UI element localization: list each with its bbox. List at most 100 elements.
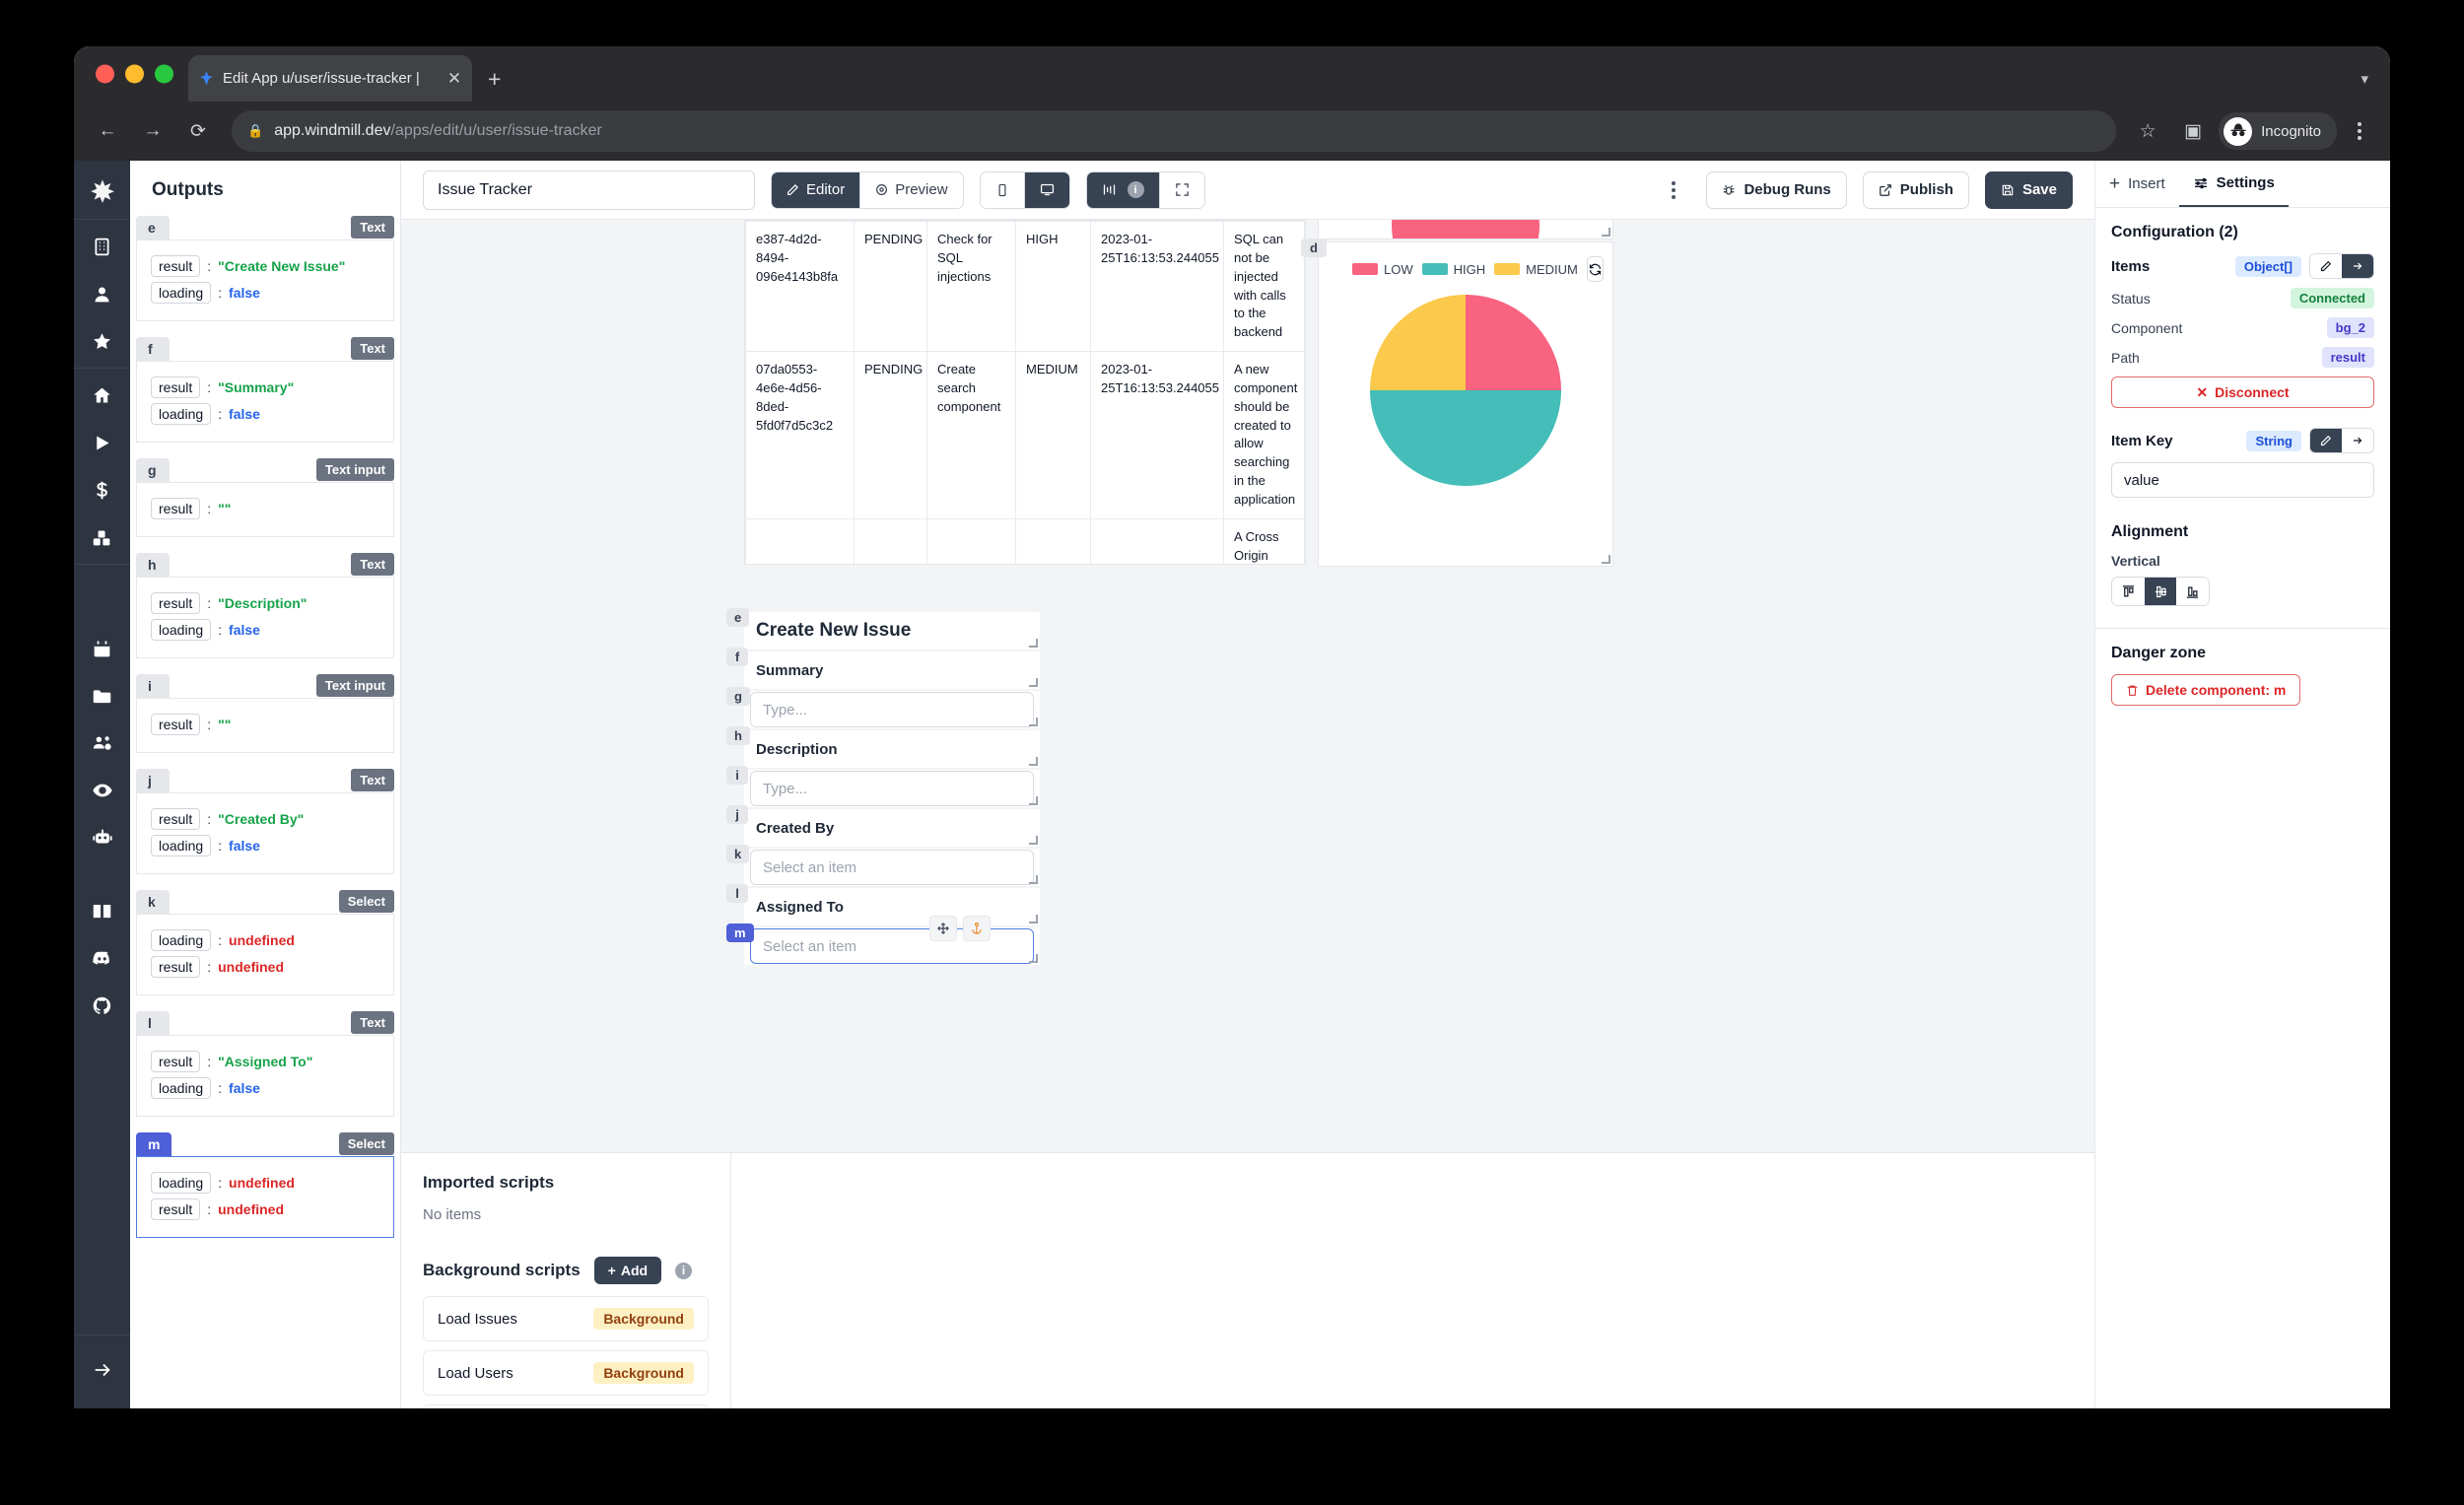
info-icon[interactable]: i	[1127, 181, 1144, 198]
publish-button[interactable]: Publish	[1862, 171, 1969, 209]
component-tag-j[interactable]: j	[726, 805, 748, 824]
calendar-icon[interactable]	[90, 636, 115, 661]
reload-icon[interactable]: ⟳	[190, 120, 206, 142]
table-row[interactable]: A Cross Origin	[745, 517, 1305, 564]
resize-handle[interactable]	[1029, 915, 1038, 924]
app-menu-icon[interactable]	[1657, 180, 1690, 199]
resize-handle[interactable]	[1029, 875, 1038, 884]
background-script-row[interactable]: Load Issues Background	[423, 1296, 709, 1341]
resize-handle[interactable]	[1029, 757, 1038, 766]
anchor-icon[interactable]	[963, 916, 991, 941]
component-tag-g[interactable]: g	[726, 687, 750, 706]
add-background-script-button[interactable]: + Add	[593, 1257, 662, 1284]
app-canvas[interactable]: e387-4d2d-8494-096e4143b8fa PENDING Check …	[401, 220, 2094, 1408]
blocks-icon[interactable]	[90, 524, 115, 550]
resize-handle[interactable]	[1029, 639, 1038, 648]
resize-handle[interactable]	[1029, 796, 1038, 805]
items-connect-mode-button[interactable]	[2342, 254, 2373, 278]
select-input[interactable]: Select an item	[750, 850, 1034, 885]
component-tag-k[interactable]: k	[726, 845, 750, 863]
component-badge[interactable]: bg_2	[2326, 317, 2374, 338]
issues-table-card[interactable]: e387-4d2d-8494-096e4143b8fa PENDING Check …	[744, 220, 1306, 565]
editor-mode-tab[interactable]: Editor	[772, 171, 861, 208]
output-card[interactable]: g Text input result: ""	[136, 458, 394, 537]
mobile-view-button[interactable]	[980, 171, 1025, 208]
address-bar[interactable]: 🔒 app.windmill.dev/apps/edit/u/user/issu…	[232, 110, 2117, 152]
pie-slice-low[interactable]	[1466, 295, 1561, 390]
output-component-id[interactable]: j	[136, 769, 170, 792]
user-icon[interactable]	[90, 281, 115, 307]
resize-handle[interactable]	[1029, 678, 1038, 687]
debug-runs-button[interactable]: Debug Runs	[1706, 171, 1847, 209]
browser-menu-icon[interactable]	[2343, 122, 2376, 140]
delete-component-button[interactable]: Delete component: m	[2111, 674, 2301, 706]
legend-item[interactable]: HIGH	[1421, 262, 1485, 277]
legend-item[interactable]: MEDIUM	[1494, 262, 1578, 277]
item-key-static-mode-button[interactable]	[2310, 429, 2342, 452]
desktop-view-button[interactable]	[1024, 171, 1069, 208]
browser-tab[interactable]: Edit App u/user/issue-tracker | ✕	[188, 55, 472, 102]
table-row[interactable]: 07da0553-4e6e-4d56-8ded-5fd0f7d5c3c2 PEND…	[745, 351, 1305, 519]
output-card[interactable]: j Text result: "Created By" loading: false	[136, 769, 394, 874]
settings-tabs[interactable]: + Insert Settings	[2095, 161, 2390, 208]
panel-toggle-group[interactable]: i	[1085, 171, 1205, 209]
device-switcher[interactable]	[979, 171, 1070, 209]
output-component-id[interactable]: l	[136, 1011, 170, 1035]
arrow-right-icon[interactable]	[90, 1357, 115, 1383]
items-mode-toggle[interactable]	[2309, 253, 2374, 279]
resize-handle[interactable]	[1029, 836, 1038, 845]
items-static-mode-button[interactable]	[2310, 254, 2342, 278]
window-maximize-button[interactable]	[155, 64, 173, 84]
output-component-id[interactable]: e	[136, 216, 170, 239]
resize-handle[interactable]	[1602, 555, 1610, 564]
new-tab-button[interactable]: +	[488, 66, 502, 92]
form-label-cell[interactable]: Created By	[744, 809, 1040, 847]
form-input-cell[interactable]: Type...	[744, 770, 1040, 807]
table-row[interactable]: e387-4d2d-8494-096e4143b8fa PENDING Check …	[745, 221, 1305, 353]
fullscreen-button[interactable]	[1159, 171, 1204, 208]
home-icon[interactable]	[90, 382, 115, 408]
robot-icon[interactable]	[90, 825, 115, 851]
outputs-list[interactable]: e Text result: "Create New Issue" loading: fa…	[130, 216, 400, 1408]
refresh-icon[interactable]	[1586, 256, 1604, 282]
output-component-id[interactable]: k	[136, 890, 170, 914]
component-tag-m[interactable]: m	[726, 924, 754, 942]
resize-handle[interactable]	[1602, 228, 1610, 237]
mode-switcher[interactable]: Editor Preview	[771, 171, 964, 209]
close-tab-icon[interactable]: ✕	[446, 68, 462, 88]
window-minimize-button[interactable]	[125, 64, 144, 84]
form-input-cell[interactable]: Type...	[744, 691, 1040, 728]
discord-icon[interactable]	[90, 945, 115, 971]
forward-icon[interactable]: →	[143, 120, 163, 141]
output-component-id[interactable]: m	[136, 1132, 172, 1156]
text-input[interactable]: Type...	[750, 692, 1034, 727]
pie-slice-high[interactable]	[1370, 390, 1561, 486]
rail-expand-button[interactable]	[74, 1334, 130, 1408]
legend-item[interactable]: LOW	[1352, 262, 1413, 277]
form-title-cell[interactable]: Create New Issue	[744, 612, 1040, 650]
save-button[interactable]: Save	[1984, 171, 2073, 209]
disconnect-button[interactable]: ✕ Disconnect	[2111, 376, 2374, 408]
dollar-icon[interactable]	[90, 477, 115, 503]
tab-insert[interactable]: + Insert	[2095, 161, 2179, 207]
output-card[interactable]: f Text result: "Summary" loading: false	[136, 337, 394, 443]
play-icon[interactable]	[90, 430, 115, 455]
component-tag-f[interactable]: f	[726, 648, 748, 666]
output-card[interactable]: m Select loading: undefined result: undefined	[136, 1132, 394, 1238]
path-badge[interactable]: result	[2321, 347, 2374, 368]
output-component-id[interactable]: h	[136, 553, 170, 577]
back-icon[interactable]: ←	[98, 120, 117, 141]
folder-icon[interactable]	[90, 683, 115, 709]
output-card[interactable]: e Text result: "Create New Issue" loading: fa…	[136, 216, 394, 321]
form-label-cell[interactable]: Assigned To	[744, 888, 1040, 925]
output-card[interactable]: k Select loading: undefined result: undefined	[136, 890, 394, 995]
preview-mode-tab[interactable]: Preview	[860, 171, 963, 208]
component-tag-d[interactable]: d	[1301, 239, 1327, 257]
windmill-logo-icon[interactable]	[74, 161, 130, 220]
background-script-row[interactable]: Get User Selection ListBackground	[423, 1404, 709, 1408]
component-tag-e[interactable]: e	[726, 608, 750, 627]
item-key-input[interactable]: value	[2111, 462, 2374, 498]
form-select-cell[interactable]: Select an item	[744, 849, 1040, 886]
select-input[interactable]: Select an item	[750, 928, 1034, 964]
align-middle-button[interactable]	[2144, 578, 2177, 605]
